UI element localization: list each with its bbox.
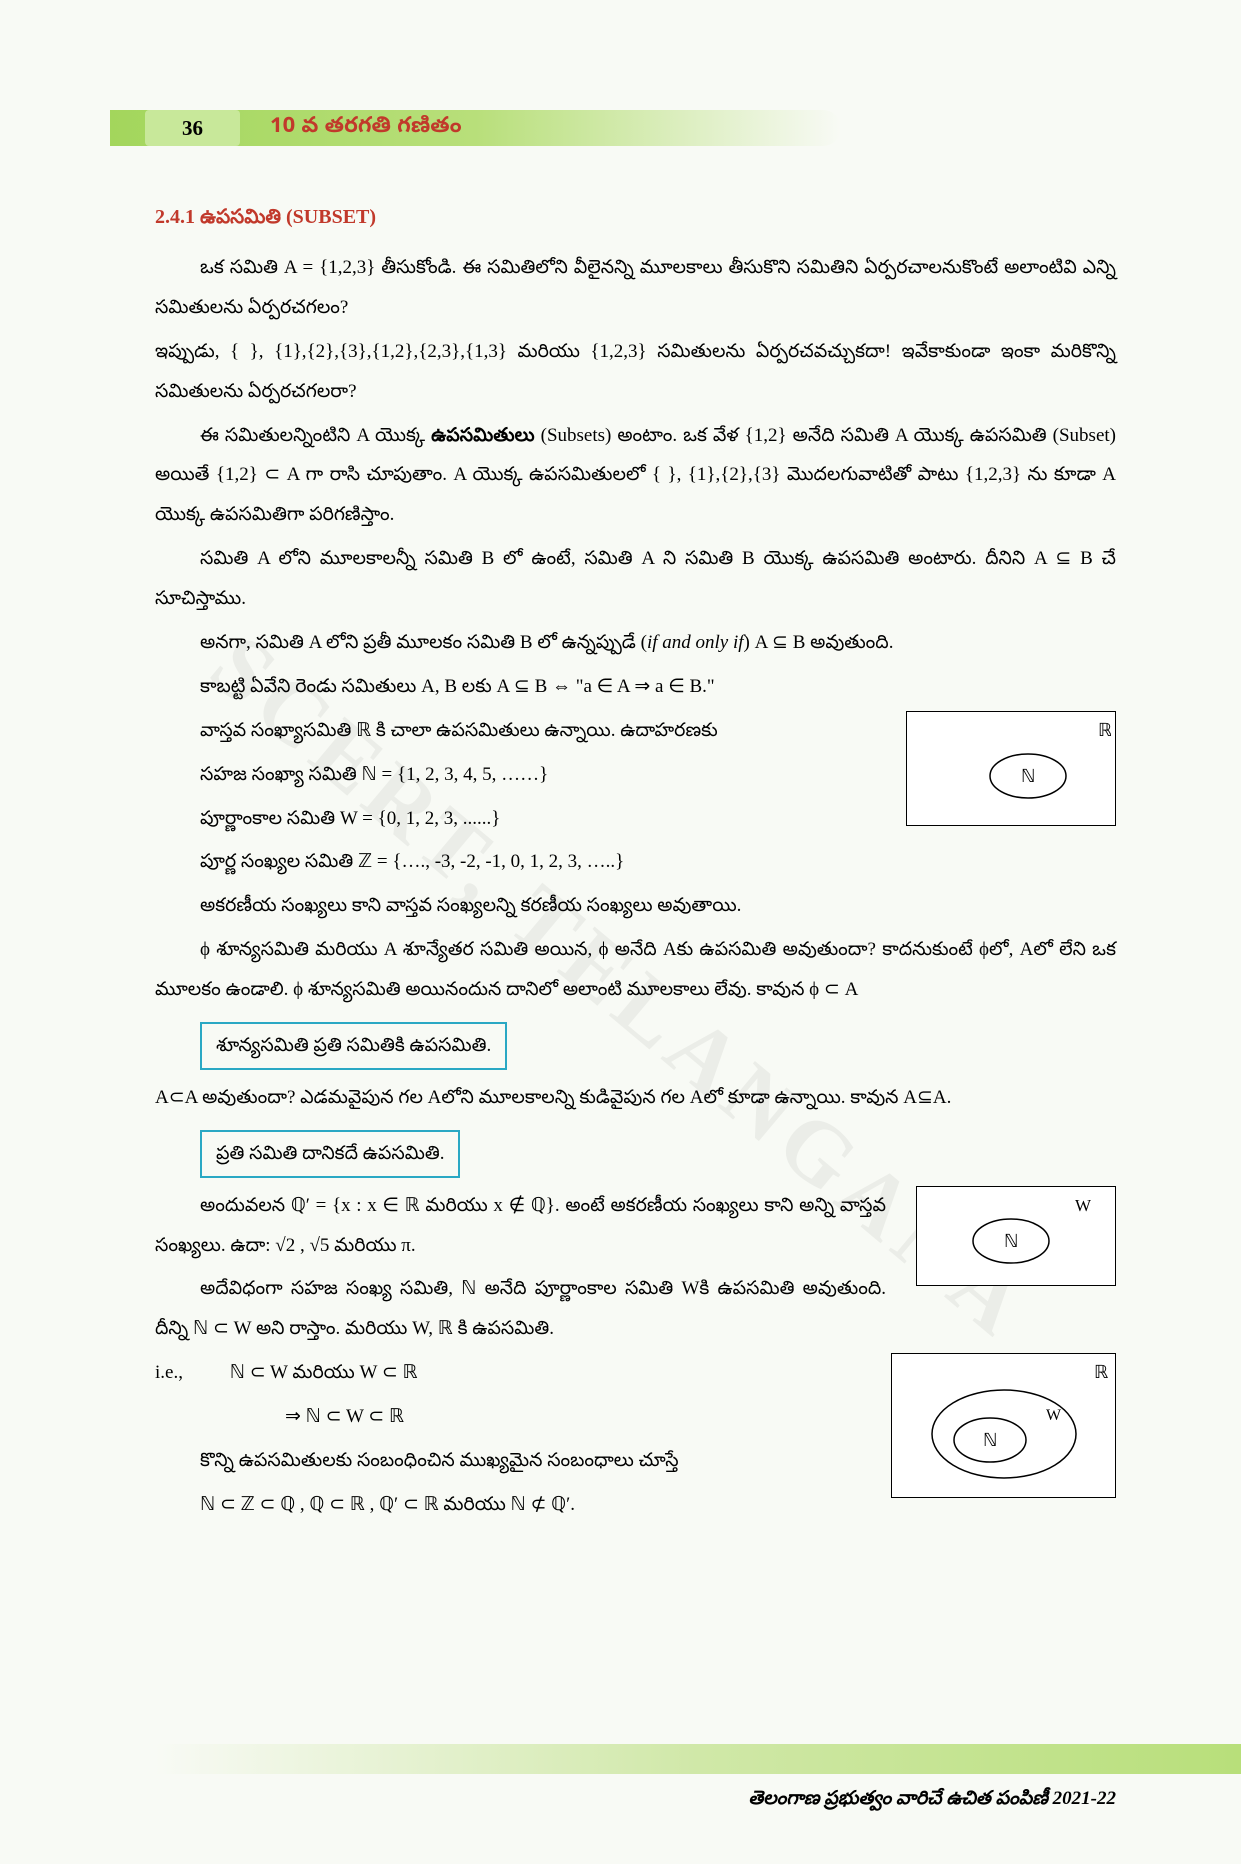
paragraph-6: కాబట్టి ఏవేని రెండు సమితులు A, B లకు A ⊆… bbox=[155, 667, 1116, 707]
paragraph-15: అదేవిధంగా సహజ సంఖ్య సమితి, ℕ అనేది పూర్ణ… bbox=[155, 1269, 886, 1349]
footer-bar bbox=[155, 1744, 1241, 1774]
venn-diagram-1: ℝ ℕ bbox=[906, 711, 1116, 826]
section-heading: 2.4.1 ఉపసమితి (SUBSET) bbox=[155, 196, 1116, 238]
boxed-rule-2: ప్రతి సమితి దానికదే ఉపసమితి. bbox=[200, 1130, 460, 1178]
footer-text: తెలంగాణ ప్రభుత్వం వారిచే ఉచిత పంపిణీ 202… bbox=[748, 1788, 1116, 1814]
text-span: అనగా, సమితి A లోని ప్రతీ మూలకం సమితి B ల… bbox=[200, 632, 647, 653]
text-span: ) A ⊆ B అవుతుంది. bbox=[744, 632, 894, 653]
paragraph-11: అకరణీయ సంఖ్యలు కాని వాస్తవ సంఖ్యలన్ని కర… bbox=[155, 886, 1116, 926]
bold-term: ఉపసమితులు bbox=[431, 425, 535, 446]
page-number: 36 bbox=[145, 110, 240, 146]
diagram-label-N: ℕ bbox=[983, 1430, 997, 1450]
paragraph-1: ఒక సమితి A = {1,2,3} తీసుకోండి. ఈ సమితిల… bbox=[155, 248, 1116, 328]
paragraph-16b: ⇒ ℕ ⊂ W ⊂ ℝ bbox=[155, 1397, 861, 1437]
paragraph-8: సహజ సంఖ్యా సమితి ℕ = {1, 2, 3, 4, 5, ……} bbox=[155, 755, 876, 795]
paragraph-12: ϕ శూన్యసమితి మరియు A శూన్యేతర సమితి అయిన… bbox=[155, 930, 1116, 1010]
paragraph-5: అనగా, సమితి A లోని ప్రతీ మూలకం సమితి B ల… bbox=[155, 623, 1116, 663]
paragraph-16: i.e., ℕ ⊂ W మరియు W ⊂ ℝ bbox=[155, 1353, 861, 1393]
paragraph-7: వాస్తవ సంఖ్యాసమితి ℝ కి చాలా ఉపసమితులు ఉ… bbox=[155, 711, 876, 751]
venn-diagram-3: ℝ W ℕ bbox=[891, 1353, 1116, 1498]
diagram-label-R: ℝ bbox=[1098, 720, 1111, 740]
header-title: 10 వ తరగతి గణితం bbox=[270, 113, 462, 143]
page-header: 36 10 వ తరగతి గణితం bbox=[110, 110, 841, 146]
paragraph-14: అందువలన ℚ′ = {x : x ∈ ℝ మరియు x ∉ ℚ}. అం… bbox=[155, 1186, 886, 1266]
paragraph-10: పూర్ణ సంఖ్యల సమితి ℤ = {…., -3, -2, -1, … bbox=[155, 842, 876, 882]
diagram-label-R: ℝ bbox=[1094, 1362, 1108, 1382]
boxed-rule-1: శూన్యసమితి ప్రతి సమితికి ఉపసమితి. bbox=[200, 1022, 507, 1070]
paragraph-18: ℕ ⊂ ℤ ⊂ ℚ , ℚ ⊂ ℝ , ℚ′ ⊂ ℝ మరియు ℕ ⊄ ℚ′. bbox=[155, 1485, 861, 1525]
ie-label: i.e., bbox=[155, 1353, 225, 1393]
diagram-label-W: W bbox=[1046, 1407, 1062, 1424]
text-span: ఈ సమితులన్నింటిని A యొక్క bbox=[200, 425, 431, 446]
paragraph-17: కొన్ని ఉపసమితులకు సంబంధించిన ముఖ్యమైన సం… bbox=[155, 1441, 861, 1481]
venn-diagram-2: W ℕ bbox=[916, 1186, 1116, 1286]
italic-term: if and only if bbox=[647, 632, 744, 653]
diagram-label-N: ℕ bbox=[1021, 766, 1035, 786]
main-content: 2.4.1 ఉపసమితి (SUBSET) ఒక సమితి A = {1,2… bbox=[0, 146, 1241, 1559]
paragraph-9: పూర్ణాంకాల సమితి W = {0, 1, 2, 3, ......… bbox=[155, 799, 876, 839]
diagram-label-N: ℕ bbox=[1004, 1231, 1018, 1251]
paragraph-3: ఈ సమితులన్నింటిని A యొక్క ఉపసమితులు (Sub… bbox=[155, 416, 1116, 536]
math-line-a: ℕ ⊂ W మరియు W ⊂ ℝ bbox=[230, 1362, 418, 1383]
diagram-label-W: W bbox=[1075, 1196, 1092, 1215]
paragraph-13: A⊂A అవుతుందా? ఎడమవైపున గల Aలోని మూలకాలన్… bbox=[155, 1078, 1116, 1118]
paragraph-4: సమితి A లోని మూలకాలన్నీ సమితి B లో ఉంటే,… bbox=[155, 539, 1116, 619]
math-line-b: ⇒ ℕ ⊂ W ⊂ ℝ bbox=[285, 1406, 404, 1427]
paragraph-2: ఇప్పుడు, { }, {1},{2},{3},{1,2},{2,3},{1… bbox=[155, 332, 1116, 412]
